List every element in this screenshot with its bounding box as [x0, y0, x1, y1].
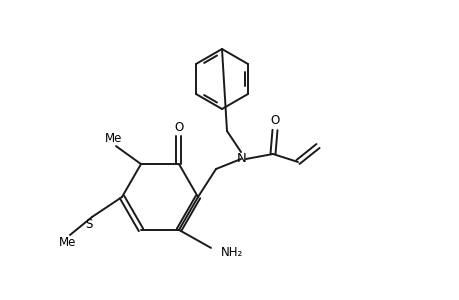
Text: O: O [174, 121, 183, 134]
Text: Me: Me [105, 132, 123, 145]
Text: Me: Me [59, 236, 77, 250]
Text: S: S [85, 218, 92, 232]
Text: NH₂: NH₂ [220, 246, 243, 260]
Text: O: O [270, 115, 279, 128]
Text: N: N [236, 152, 246, 166]
